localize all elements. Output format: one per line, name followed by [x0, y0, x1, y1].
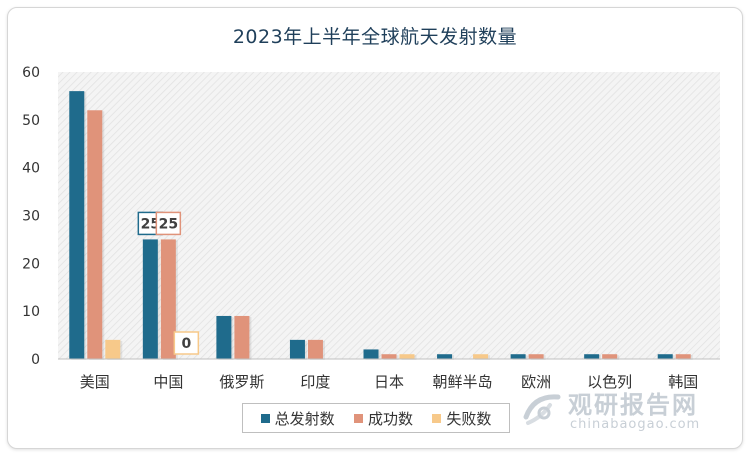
bar: [160, 239, 176, 359]
x-tick-label: 朝鲜半岛: [433, 373, 493, 391]
legend-swatch: [432, 413, 442, 423]
x-tick-label: 以色列: [587, 373, 632, 391]
bar: [289, 339, 305, 359]
legend-swatch: [353, 413, 363, 423]
data-label-box: [173, 331, 200, 355]
legend-label: 成功数: [367, 409, 413, 428]
legend-label: 总发射数: [274, 409, 335, 428]
y-tick-label: 40: [22, 161, 40, 177]
watermark-url: chinabaogao.com: [570, 417, 701, 432]
bar: [381, 354, 397, 359]
bar: [87, 110, 103, 360]
bar: [437, 354, 453, 359]
y-tick-label: 0: [31, 352, 40, 368]
bar: [675, 354, 691, 359]
watermark-brand: 观研报告网: [568, 391, 698, 419]
bar: [216, 315, 232, 359]
x-tick-label: 中国: [153, 373, 183, 391]
bar: [307, 339, 323, 359]
x-tick-label: 日本: [374, 373, 404, 391]
data-label-box: [155, 211, 182, 236]
x-tick-label: 印度: [300, 373, 330, 391]
bar: [69, 91, 85, 359]
x-tick-label: 韩国: [668, 373, 698, 391]
bar: [105, 339, 121, 359]
data-label: 0: [181, 336, 191, 352]
bar: [510, 354, 526, 359]
bar: [399, 354, 415, 359]
y-tick-label: 20: [22, 256, 40, 272]
x-tick-label: 欧洲: [521, 373, 551, 391]
y-tick-label: 30: [22, 209, 40, 225]
brand-logo-icon: [523, 394, 561, 425]
data-label: 25: [159, 216, 178, 232]
y-tick-label: 60: [22, 65, 40, 81]
x-tick-label: 美国: [80, 373, 110, 391]
legend-item: 失败数: [432, 408, 491, 429]
legend-item: 总发射数: [260, 408, 335, 429]
legend-item: 成功数: [353, 408, 413, 429]
bar: [473, 354, 489, 359]
watermark: 观研报告网 chinabaogao.com: [520, 385, 735, 445]
legend-label: 失败数: [446, 409, 492, 428]
bar: [602, 354, 618, 359]
bar: [363, 349, 379, 359]
bar: [142, 239, 158, 359]
chart-title: 2023年上半年全球航天发射数量: [232, 26, 518, 48]
bar: [657, 354, 673, 359]
y-tick-label: 10: [22, 304, 40, 320]
bar: [234, 315, 250, 359]
data-label: 25: [141, 216, 160, 232]
legend-swatch: [260, 413, 270, 423]
y-tick-label: 50: [22, 113, 40, 129]
bar: [584, 354, 600, 359]
legend: 总发射数 成功数 失败数: [242, 403, 510, 433]
bar: [528, 354, 544, 359]
x-tick-label: 俄罗斯: [219, 373, 264, 391]
